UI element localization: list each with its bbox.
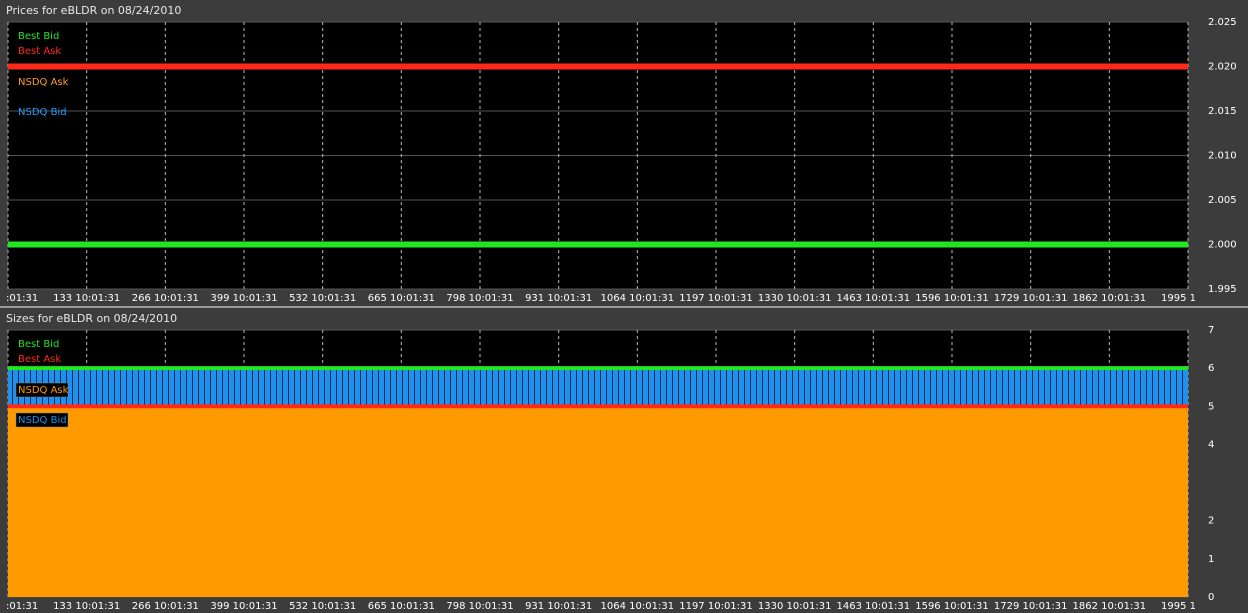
legend-entry: NSDQ Bid [18, 107, 67, 118]
y-tick-label: 7 [1208, 325, 1214, 336]
size-area [8, 406, 1188, 597]
x-tick-label: 266 10:01:31 [132, 293, 199, 304]
x-tick-label: 1197 10:01:31 [679, 601, 753, 612]
y-tick-label: 2.000 [1208, 240, 1237, 251]
y-tick-label: 2 [1208, 516, 1214, 527]
legend-entry: Best Ask [18, 46, 61, 57]
x-tick-label: 532 10:01:31 [289, 293, 356, 304]
x-tick-label: 1862 10:01:31 [1073, 601, 1147, 612]
x-tick-label: 133 10:01:31 [53, 601, 120, 612]
x-tick-label: 1729 10:01:31 [994, 601, 1068, 612]
x-tick-label: 133 10:01:31 [53, 293, 120, 304]
legend-box [15, 382, 69, 398]
x-tick-label: 665 10:01:31 [368, 293, 435, 304]
x-tick-label: :01:31 [6, 601, 38, 612]
x-tick-label: 1064 10:01:31 [601, 293, 675, 304]
y-tick-label: 2.015 [1208, 106, 1237, 117]
legend-entry: Best Ask [18, 354, 61, 365]
x-tick-label: 1995 1 [1161, 293, 1196, 304]
y-tick-label: 2.025 [1208, 17, 1237, 28]
x-tick-label: 532 10:01:31 [289, 601, 356, 612]
x-tick-label: 399 10:01:31 [210, 293, 277, 304]
legend-entry: NSDQ Bid [18, 415, 67, 426]
x-tick-label: :01:31 [6, 293, 38, 304]
x-tick-label: 1330 10:01:31 [758, 293, 832, 304]
y-tick-label: 6 [1208, 363, 1214, 374]
x-tick-label: 1596 10:01:31 [915, 601, 989, 612]
x-tick-label: 1862 10:01:31 [1073, 293, 1147, 304]
legend-entry: Best Bid [18, 31, 59, 42]
x-tick-label: 1064 10:01:31 [601, 601, 675, 612]
x-tick-label: 399 10:01:31 [210, 601, 277, 612]
x-tick-label: 798 10:01:31 [446, 293, 513, 304]
x-tick-label: 798 10:01:31 [446, 601, 513, 612]
panel-title: Sizes for eBLDR on 08/24/2010 [6, 312, 177, 325]
x-tick-label: 1330 10:01:31 [758, 601, 832, 612]
x-tick-label: 1197 10:01:31 [679, 293, 753, 304]
legend-entry: Best Bid [18, 339, 59, 350]
y-tick-label: 1.995 [1208, 284, 1237, 295]
splitter [0, 306, 1248, 308]
y-tick-label: 0 [1208, 592, 1214, 603]
x-tick-label: 1596 10:01:31 [915, 293, 989, 304]
x-tick-label: 931 10:01:31 [525, 293, 592, 304]
panel-title: Prices for eBLDR on 08/24/2010 [6, 4, 181, 17]
y-tick-label: 1 [1208, 554, 1214, 565]
x-tick-label: 1729 10:01:31 [994, 293, 1068, 304]
x-tick-label: 266 10:01:31 [132, 601, 199, 612]
x-tick-label: 1463 10:01:31 [837, 293, 911, 304]
x-tick-label: 931 10:01:31 [525, 601, 592, 612]
y-tick-label: 4 [1208, 439, 1214, 450]
y-tick-label: 2.020 [1208, 62, 1237, 73]
y-tick-label: 2.005 [1208, 195, 1237, 206]
x-tick-label: 1995 1 [1161, 601, 1196, 612]
legend-entry: NSDQ Ask [18, 77, 69, 88]
y-tick-label: 5 [1208, 401, 1214, 412]
y-tick-label: 2.010 [1208, 151, 1237, 162]
legend-box [15, 412, 69, 428]
x-tick-label: 1463 10:01:31 [837, 601, 911, 612]
legend-entry: NSDQ Ask [18, 385, 69, 396]
x-tick-label: 665 10:01:31 [368, 601, 435, 612]
